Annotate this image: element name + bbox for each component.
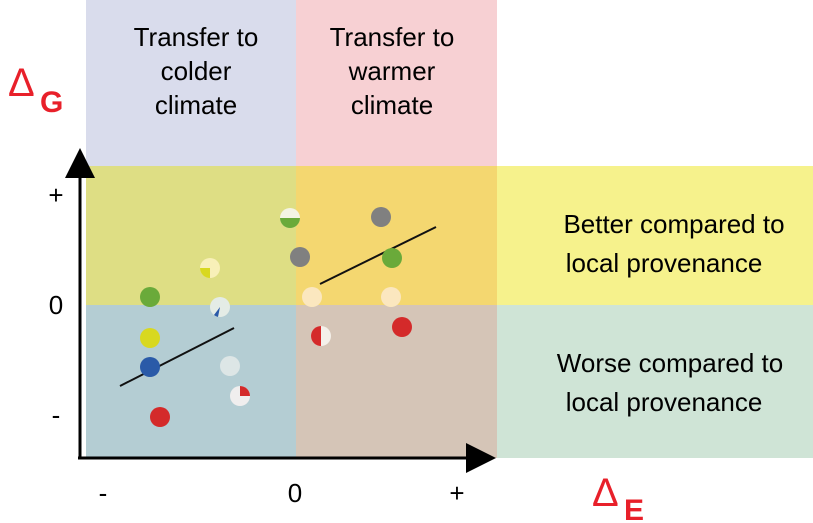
trend-line [319,226,437,285]
point [150,407,170,427]
region-colder [86,0,296,166]
point-part [214,307,220,317]
region-warmer [296,0,497,166]
x-tick-label: - [99,478,108,508]
x-tick-label: 0 [288,478,302,508]
point [140,328,160,348]
column-title: Transfer to [134,22,259,52]
region-colder-worse [86,305,296,458]
point [371,207,391,227]
y-axis-symbol: Δ [8,61,35,105]
point [290,247,310,267]
column-title: Transfer to [330,22,455,52]
column-title: colder [161,56,232,86]
row-title: Worse compared to [557,348,783,378]
point [302,287,322,307]
point-part [200,268,210,278]
y-axis-subscript: G [40,86,63,119]
y-tick-label: - [52,400,61,430]
trend-line [119,327,235,387]
row-title: local provenance [566,387,763,417]
point [140,287,160,307]
point [140,357,160,377]
y-tick-label: + [48,180,63,210]
row-title: local provenance [566,248,763,278]
points [140,207,412,427]
region-colder-better [86,166,296,305]
point [392,317,412,337]
x-axis-symbol: Δ [592,471,619,515]
column-title: warmer [348,56,436,86]
point-part [311,326,321,346]
region-better [497,166,813,305]
column-title: climate [155,90,237,120]
y-tick-label: 0 [49,290,63,320]
region-warmer-better [296,166,497,305]
point [220,356,240,376]
region-worse [497,305,813,458]
point-part [240,386,250,396]
point-part [280,218,300,228]
x-axis-subscript: E [624,494,644,523]
point [382,248,402,268]
x-tick-label: + [449,478,464,508]
row-title: Better compared to [563,209,784,239]
point [381,287,401,307]
column-title: climate [351,90,433,120]
